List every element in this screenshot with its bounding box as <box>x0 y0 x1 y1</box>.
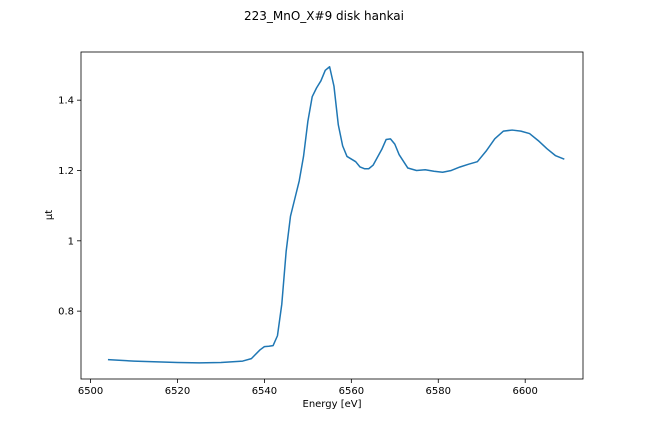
y-tick-label: 0.8 <box>58 307 74 318</box>
y-tick-label: 1.4 <box>58 96 74 107</box>
data-line <box>107 66 565 364</box>
y-tick-label: 1 <box>68 236 74 247</box>
x-tick-label: 6600 <box>512 386 537 397</box>
x-tick-label: 6520 <box>165 386 190 397</box>
x-axis-label: Energy [eV] <box>303 399 362 410</box>
x-tick-label: 6560 <box>339 386 364 397</box>
x-tick-label: 6580 <box>426 386 451 397</box>
y-tick-label: 1.2 <box>58 166 74 177</box>
x-tick-label: 6540 <box>252 386 277 397</box>
chart-title: 223_MnO_X#9 disk hankai <box>244 9 404 23</box>
axes-frame <box>80 51 584 380</box>
x-tick-label: 6500 <box>78 386 103 397</box>
y-axis-label: μt <box>44 210 55 220</box>
